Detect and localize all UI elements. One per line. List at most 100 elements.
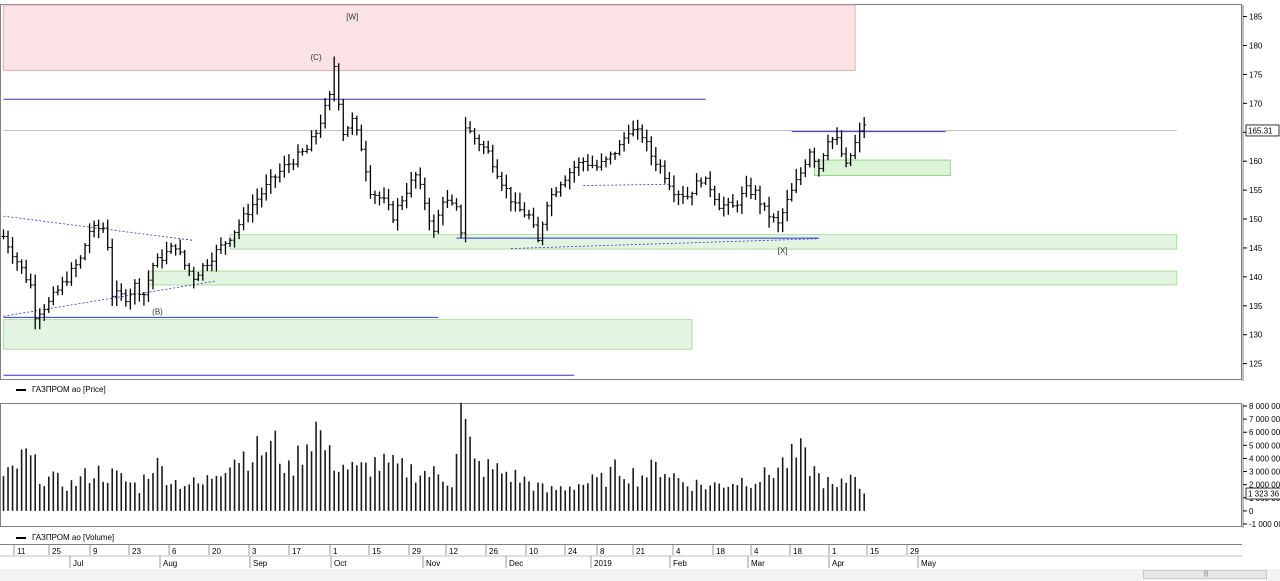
ohlc-bar (526, 209, 531, 220)
ohlc-bar (803, 159, 808, 178)
ohlc-bar (835, 127, 840, 145)
ohlc-bar (341, 98, 346, 142)
ohlc-bar (178, 239, 183, 256)
ohlc-bar (721, 196, 726, 217)
ohlc-bar (653, 147, 658, 172)
ohlc-bar (685, 186, 690, 200)
ohlc-bar (42, 304, 47, 321)
ohlc-bar (209, 252, 214, 272)
last-volume-box (1245, 487, 1280, 500)
ohlc-bar (671, 175, 676, 203)
ohlc-bar (531, 207, 536, 229)
ohlc-bar (228, 237, 232, 247)
ohlc-bar (187, 263, 192, 277)
ohlc-bar (812, 147, 817, 168)
month-tick-label: 2019 (594, 559, 612, 568)
ohlc-bar (572, 160, 577, 183)
day-tick-label: 9 (93, 547, 98, 556)
day-tick-label: 3 (252, 547, 257, 556)
day-tick-label: 29 (910, 547, 919, 556)
price-chart-pane[interactable]: [W](C)(B)[X]1851801751701651601551501451… (0, 4, 1280, 381)
horizontal-scrollbar[interactable] (0, 569, 1280, 581)
wave-label: [W] (346, 12, 358, 21)
price-axis-tick-label: 180 (1249, 41, 1263, 50)
ohlc-bar (15, 252, 20, 271)
ohlc-bar (295, 144, 300, 168)
ohlc-bar (739, 186, 744, 214)
ohlc-bar (626, 124, 631, 144)
day-tick-label: 8 (600, 547, 605, 556)
ohlc-bar (699, 177, 704, 188)
ohlc-bar (767, 196, 772, 228)
wave-label: (C) (311, 53, 322, 62)
month-tick-label: Feb (673, 559, 687, 568)
ohlc-bar (844, 147, 849, 168)
ohlc-bar (173, 244, 178, 256)
ohlc-bar (830, 136, 835, 150)
ohlc-bar (291, 158, 296, 171)
ohlc-bar (1, 229, 6, 240)
ohlc-bar (594, 159, 599, 171)
volume-axis-tick-label: 4 000 00 (1249, 454, 1280, 463)
ohlc-bar (776, 210, 781, 233)
time-axis: 11 25 9 23 6 20 3 17 1 15 29 12 26 10 24 8 21 4 18 4 18 1 15 29… (0, 544, 1242, 568)
ohlc-bar (237, 219, 242, 240)
ohlc-bar (853, 134, 858, 160)
ohlc-bar (468, 121, 473, 134)
price-zone-4 (813, 159, 951, 177)
day-tick-label: 24 (568, 547, 577, 556)
ohlc-bar (214, 244, 219, 272)
ohlc-bar (37, 308, 42, 330)
ohlc-bar (69, 262, 74, 286)
ohlc-bar (549, 188, 554, 217)
ohlc-bar (332, 56, 337, 102)
ohlc-bar (128, 288, 133, 310)
ohlc-bar (51, 286, 56, 306)
volume-legend: ГАЗПРОМ ао [Volume] (16, 533, 114, 542)
ohlc-bar (486, 140, 491, 154)
ohlc-bar (92, 220, 97, 238)
ohlc-bar (449, 194, 454, 206)
day-tick-label: 15 (870, 547, 879, 556)
scrollbar-track[interactable] (1143, 570, 1267, 579)
ohlc-bar (748, 177, 753, 200)
ohlc-bar (703, 176, 708, 185)
ohlc-bar (196, 271, 201, 282)
price-axis-tick-label: 185 (1249, 13, 1263, 22)
price-axis-tick-label: 125 (1249, 360, 1263, 369)
scrollbar-grip-icon[interactable]: ||| (1203, 571, 1209, 577)
day-tick-label: 23 (132, 547, 141, 556)
ohlc-bar (758, 185, 763, 215)
month-tick-label: Jul (73, 559, 83, 568)
ohlc-bar (585, 154, 590, 172)
ohlc-bar (46, 296, 51, 313)
volume-chart-pane[interactable]: 8 000 00 7 000 00 6 000 00 5 000 00 4 000 00… (0, 402, 1280, 529)
ohlc-bar (282, 155, 287, 178)
ohlc-bar (744, 175, 749, 198)
ohlc-bar (191, 266, 196, 289)
month-tick-label: Nov (426, 559, 440, 568)
day-tick-label: 4 (676, 547, 681, 556)
ohlc-bar (581, 157, 586, 172)
price-axis-tick-label: 170 (1249, 99, 1263, 108)
ohlc-bar (613, 151, 618, 160)
ohlc-bar (717, 193, 722, 211)
day-tick-label: 10 (529, 547, 538, 556)
ohlc-bar (359, 124, 364, 152)
ohlc-bar (694, 173, 699, 196)
ohlc-bar (771, 213, 776, 223)
ohlc-bar (132, 279, 137, 305)
ohlc-bar (690, 191, 695, 206)
ohlc-bar (422, 177, 427, 211)
price-axis-tick-label: 145 (1249, 244, 1263, 253)
price-legend-swatch (16, 388, 26, 391)
ohlc-bar (436, 209, 441, 234)
ohlc-bar (794, 168, 799, 194)
ohlc-bar (599, 153, 604, 171)
ohlc-bar (445, 189, 450, 209)
ohlc-bar (101, 222, 106, 233)
ohlc-bar (522, 202, 527, 218)
ohlc-bar (232, 230, 237, 248)
ohlc-bar (264, 174, 269, 201)
day-tick-label: 17 (292, 547, 301, 556)
